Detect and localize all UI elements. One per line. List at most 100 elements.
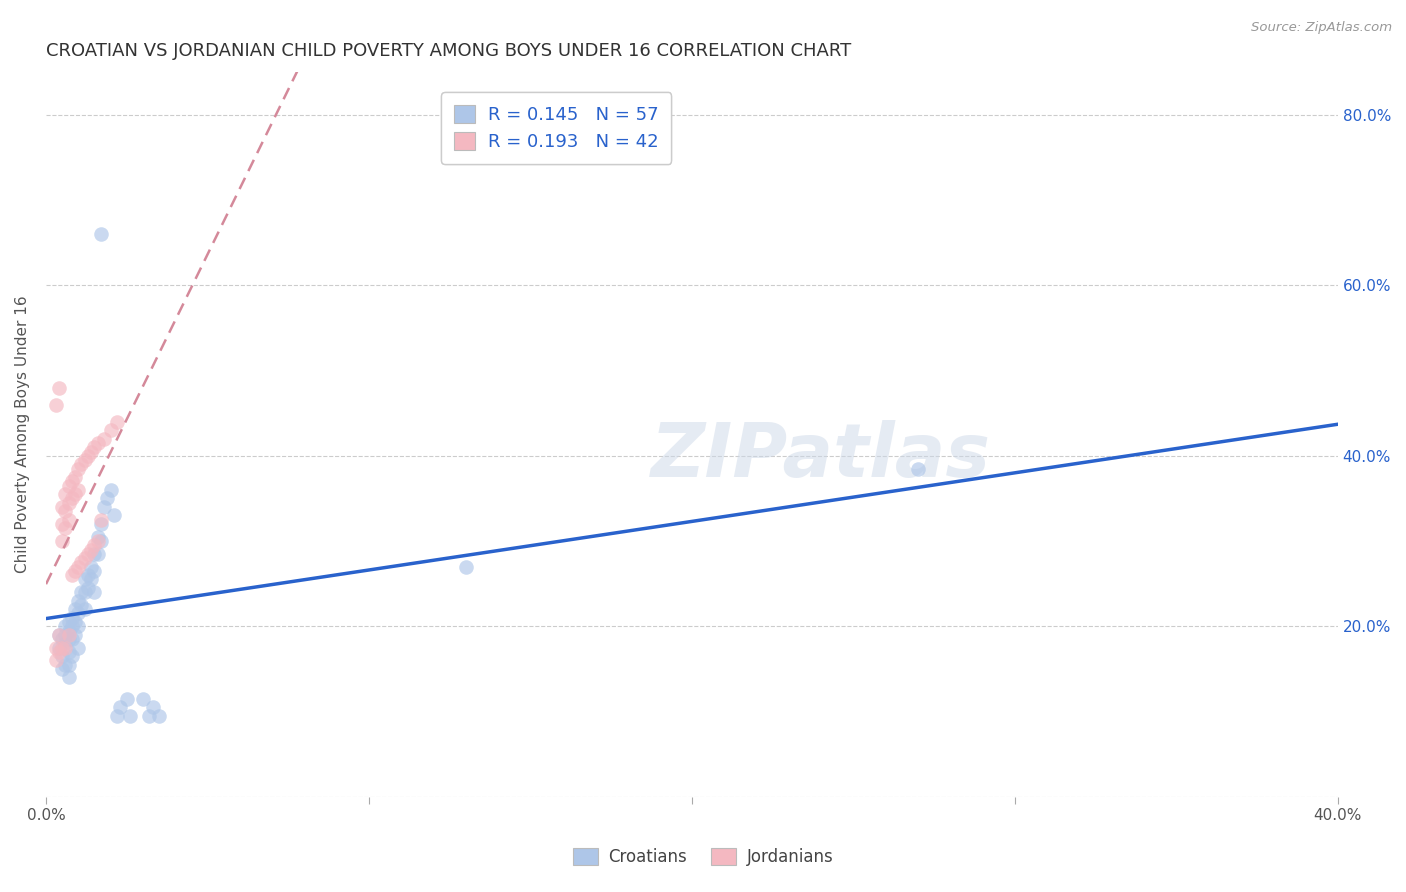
Point <box>60 619 83 633</box>
Point <box>454 559 477 574</box>
Point <box>58 513 80 527</box>
Point <box>60 475 83 489</box>
Point <box>138 708 160 723</box>
Point <box>77 581 100 595</box>
Point <box>48 628 70 642</box>
Point <box>77 449 100 463</box>
Point <box>148 708 170 723</box>
Point <box>77 547 100 561</box>
Point <box>83 547 105 561</box>
Point <box>118 708 141 723</box>
Point <box>93 432 115 446</box>
Point <box>63 628 86 642</box>
Point <box>80 559 103 574</box>
Point <box>80 573 103 587</box>
Point <box>51 649 73 664</box>
Y-axis label: Child Poverty Among Boys Under 16: Child Poverty Among Boys Under 16 <box>15 296 30 574</box>
Point <box>63 564 86 578</box>
Point <box>51 534 73 549</box>
Point <box>67 461 90 475</box>
Point <box>51 516 73 531</box>
Point <box>51 632 73 646</box>
Point <box>70 585 93 599</box>
Point <box>907 461 929 475</box>
Point <box>132 691 155 706</box>
Point <box>48 645 70 659</box>
Point <box>51 500 73 514</box>
Point <box>58 624 80 638</box>
Point <box>103 508 125 523</box>
Point <box>100 483 122 497</box>
Point <box>63 615 86 629</box>
Point <box>70 555 93 569</box>
Point <box>48 628 70 642</box>
Point <box>53 487 76 501</box>
Point <box>51 640 73 655</box>
Point <box>60 491 83 506</box>
Point <box>67 593 90 607</box>
Point <box>100 423 122 437</box>
Point <box>48 381 70 395</box>
Point <box>83 538 105 552</box>
Point <box>80 542 103 557</box>
Point <box>73 551 96 566</box>
Point <box>60 568 83 582</box>
Point <box>45 640 67 655</box>
Legend: Croatians, Jordanians: Croatians, Jordanians <box>567 841 839 873</box>
Text: Source: ZipAtlas.com: Source: ZipAtlas.com <box>1251 21 1392 34</box>
Point <box>58 632 80 646</box>
Point <box>90 534 112 549</box>
Legend: R = 0.145   N = 57, R = 0.193   N = 42: R = 0.145 N = 57, R = 0.193 N = 42 <box>441 92 671 163</box>
Point <box>58 628 80 642</box>
Point <box>67 607 90 621</box>
Point <box>73 453 96 467</box>
Point <box>58 657 80 672</box>
Point <box>67 640 90 655</box>
Point <box>73 585 96 599</box>
Point <box>67 559 90 574</box>
Point <box>53 640 76 655</box>
Point <box>53 619 76 633</box>
Text: ZIPatlas: ZIPatlas <box>651 420 991 492</box>
Point <box>58 615 80 629</box>
Point <box>48 640 70 655</box>
Point <box>53 636 76 650</box>
Point <box>90 516 112 531</box>
Point <box>141 700 163 714</box>
Point <box>53 657 76 672</box>
Point <box>83 585 105 599</box>
Point <box>53 521 76 535</box>
Point <box>60 649 83 664</box>
Point <box>60 611 83 625</box>
Point <box>70 458 93 472</box>
Point <box>77 568 100 582</box>
Point <box>86 436 108 450</box>
Point <box>58 670 80 684</box>
Point <box>83 440 105 454</box>
Point <box>67 483 90 497</box>
Point <box>90 513 112 527</box>
Point <box>96 491 118 506</box>
Point <box>53 504 76 518</box>
Point <box>73 602 96 616</box>
Point <box>53 628 76 642</box>
Point <box>45 398 67 412</box>
Point <box>58 478 80 492</box>
Point <box>105 708 128 723</box>
Point <box>58 496 80 510</box>
Point <box>90 227 112 242</box>
Point <box>93 500 115 514</box>
Point <box>63 602 86 616</box>
Point <box>86 530 108 544</box>
Text: CROATIAN VS JORDANIAN CHILD POVERTY AMONG BOYS UNDER 16 CORRELATION CHART: CROATIAN VS JORDANIAN CHILD POVERTY AMON… <box>46 42 851 60</box>
Point <box>63 470 86 484</box>
Point <box>67 619 90 633</box>
Point <box>86 534 108 549</box>
Point <box>60 632 83 646</box>
Point <box>58 645 80 659</box>
Point <box>110 700 132 714</box>
Point <box>86 547 108 561</box>
Point <box>115 691 138 706</box>
Point <box>63 487 86 501</box>
Point <box>70 598 93 612</box>
